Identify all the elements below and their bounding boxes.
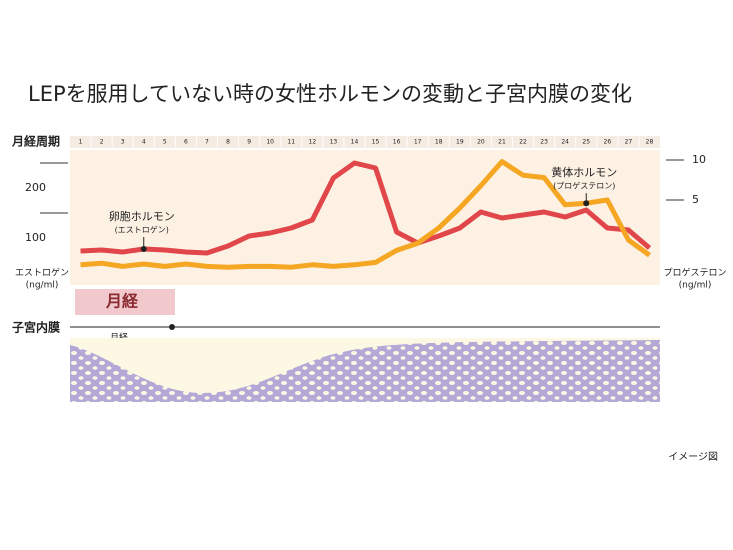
- day-label: 18: [435, 139, 443, 146]
- series-note: (エストロゲン): [115, 225, 169, 235]
- day-label: 24: [561, 139, 569, 146]
- day-label: 9: [247, 139, 251, 146]
- day-label: 10: [266, 139, 274, 146]
- day-label: 1: [79, 139, 83, 146]
- day-label: 14: [351, 139, 359, 146]
- y-axis-title: (ng/ml): [26, 281, 59, 291]
- day-label: 25: [582, 139, 590, 146]
- day-label: 5: [163, 139, 167, 146]
- cycle-label: 月経周期: [11, 134, 60, 149]
- day-label: 15: [372, 139, 380, 146]
- day-label: 21: [498, 139, 506, 146]
- y-tick-label: 100: [25, 231, 46, 244]
- day-label: 7: [205, 139, 209, 146]
- series-note: (プロゲステロン): [553, 181, 615, 191]
- day-label: 12: [309, 139, 317, 146]
- menstruation-label: 月経: [105, 292, 139, 311]
- day-label: 17: [414, 139, 422, 146]
- y2-axis-title: プロゲステロン: [663, 267, 726, 279]
- series-name: 卵胞ホルモン: [109, 210, 175, 223]
- y2-tick-label: 5: [692, 193, 699, 206]
- endometrium: [70, 340, 660, 402]
- day-label: 2: [100, 139, 104, 146]
- day-label: 19: [456, 139, 464, 146]
- day-label: 27: [625, 139, 633, 146]
- day-label: 23: [540, 139, 548, 146]
- series-name: 黄体ホルモン: [551, 165, 617, 179]
- y-axis-title: エストロゲン: [15, 267, 69, 279]
- day-label: 11: [287, 139, 295, 146]
- day-label: 8: [226, 139, 230, 146]
- menstruation-band: [75, 289, 175, 315]
- endometrium-label: 子宮内膜: [12, 320, 60, 335]
- y2-tick-label: 10: [692, 153, 706, 166]
- y2-axis-title: (ng/ml): [679, 281, 712, 291]
- title: LEPを服用していない時の女性ホルモンの変動と子宮内膜の変化: [28, 82, 632, 106]
- day-label: 13: [330, 139, 338, 146]
- day-label: 26: [604, 139, 612, 146]
- period-end-dot: [169, 324, 175, 330]
- series-line: [80, 159, 651, 270]
- day-label: 22: [519, 139, 527, 146]
- footnote: イメージ図: [668, 451, 718, 463]
- day-label: 16: [393, 139, 401, 146]
- series-line: [80, 160, 652, 256]
- day-label: 20: [477, 139, 485, 146]
- day-label: 3: [121, 139, 125, 146]
- day-label: 6: [184, 139, 188, 146]
- y-tick-label: 200: [25, 181, 46, 194]
- day-label: 4: [142, 139, 146, 146]
- day-label: 28: [646, 139, 654, 146]
